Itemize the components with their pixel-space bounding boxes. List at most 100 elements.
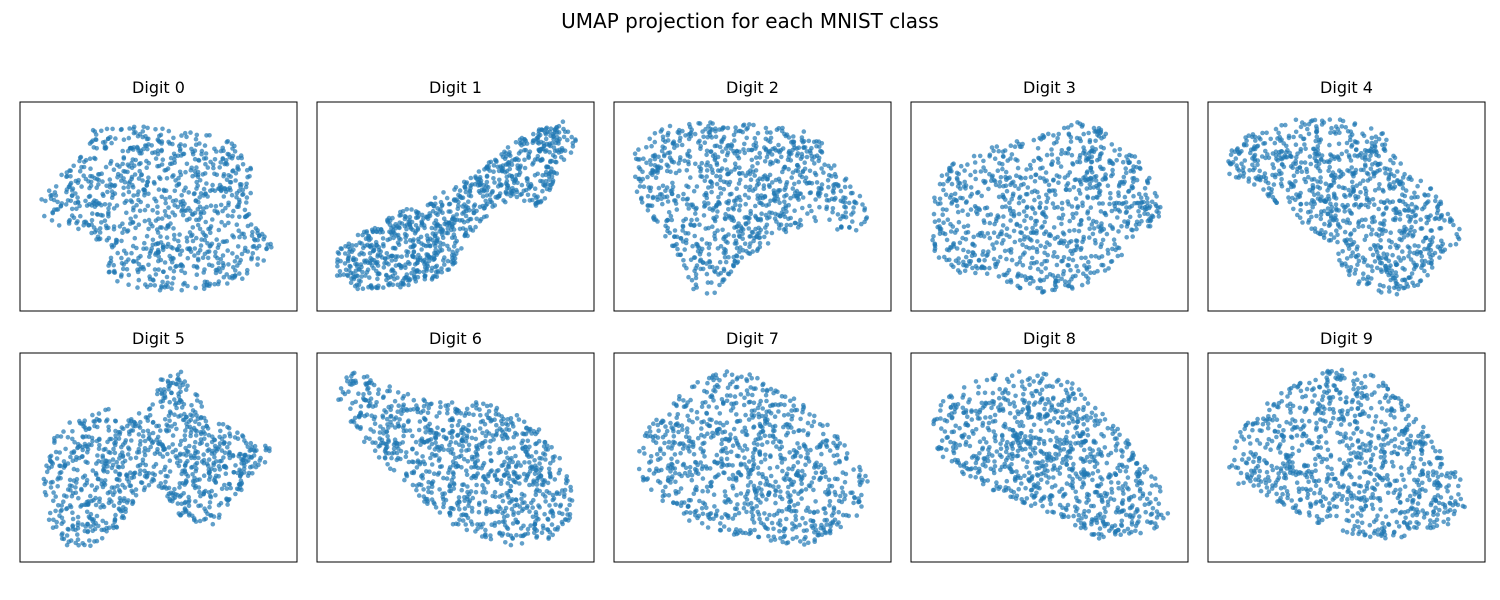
data-point [264, 246, 269, 252]
data-point [807, 203, 812, 209]
data-point [162, 209, 168, 214]
data-point [1046, 131, 1051, 137]
data-point [90, 412, 95, 418]
data-point [1133, 222, 1139, 228]
data-point [1400, 192, 1405, 197]
data-point [757, 244, 763, 250]
data-point [792, 190, 798, 195]
data-point [529, 183, 534, 189]
data-point [788, 158, 794, 163]
data-point [1308, 161, 1314, 167]
data-point [737, 171, 742, 177]
data-point [1417, 279, 1423, 284]
data-point [228, 174, 233, 179]
data-point [717, 282, 722, 288]
data-point [117, 224, 123, 229]
data-point [166, 139, 171, 145]
data-point [248, 190, 253, 196]
data-point [412, 231, 418, 236]
data-point [88, 173, 93, 179]
data-point [797, 172, 803, 178]
data-point [1039, 211, 1045, 216]
data-point [634, 189, 640, 194]
data-point [1349, 142, 1355, 148]
data-point [713, 134, 719, 140]
data-point [473, 175, 479, 181]
data-point [999, 241, 1005, 246]
data-point [1050, 188, 1055, 193]
data-point [1372, 244, 1378, 249]
data-point [342, 251, 348, 256]
data-point [967, 261, 972, 267]
data-point [743, 173, 749, 178]
data-point [732, 161, 738, 166]
data-point [1044, 240, 1050, 245]
data-point [699, 174, 705, 179]
data-point [772, 216, 778, 221]
subplot-digit-5: Digit 5 [19, 329, 298, 563]
data-point [1228, 152, 1234, 158]
data-point [353, 243, 359, 248]
data-point [161, 269, 166, 275]
data-point [1278, 181, 1284, 186]
data-point [514, 189, 520, 195]
data-point [413, 209, 419, 214]
data-point [92, 155, 97, 161]
data-point [1389, 239, 1394, 245]
data-point [256, 243, 262, 249]
data-point [1381, 222, 1387, 227]
data-point [202, 143, 208, 148]
data-point [1029, 238, 1034, 243]
data-point [648, 158, 653, 163]
data-point [1035, 285, 1040, 291]
data-point [70, 429, 75, 434]
data-point [977, 231, 983, 236]
data-point [1074, 135, 1080, 141]
data-point [1358, 167, 1364, 173]
data-point [1060, 230, 1066, 235]
data-point [1348, 210, 1354, 216]
data-point [1081, 237, 1086, 242]
data-point [180, 151, 186, 157]
data-point [538, 199, 543, 205]
data-point [1068, 267, 1073, 273]
data-point [1429, 258, 1434, 263]
data-point [160, 126, 165, 132]
data-point [1378, 199, 1384, 205]
data-point [540, 188, 545, 194]
data-point [704, 291, 710, 296]
data-point [433, 247, 439, 253]
data-point [972, 160, 978, 165]
data-point [1032, 188, 1038, 194]
data-point [1005, 158, 1010, 163]
data-point [244, 200, 249, 205]
data-point [1123, 200, 1129, 205]
data-point [1102, 210, 1108, 216]
data-point [665, 217, 671, 223]
data-point [764, 222, 770, 228]
data-point [221, 263, 226, 268]
data-point [682, 247, 687, 252]
data-point [433, 218, 439, 223]
data-point [697, 222, 702, 227]
data-point [213, 267, 219, 273]
data-point [166, 205, 171, 210]
data-point [1111, 201, 1117, 206]
data-point [1344, 256, 1350, 261]
data-point [776, 188, 781, 193]
data-point [128, 198, 134, 203]
data-point [160, 243, 166, 248]
data-point [446, 247, 452, 252]
data-point [463, 189, 469, 195]
data-point [1137, 213, 1142, 219]
scatter-points [930, 120, 1163, 295]
data-point [1087, 235, 1092, 240]
data-point [415, 274, 421, 280]
data-point [1065, 262, 1070, 268]
data-point [1089, 159, 1094, 165]
data-point [852, 200, 857, 205]
data-point [545, 164, 551, 170]
data-point [764, 176, 770, 182]
data-point [1302, 142, 1307, 147]
data-point [172, 397, 177, 402]
